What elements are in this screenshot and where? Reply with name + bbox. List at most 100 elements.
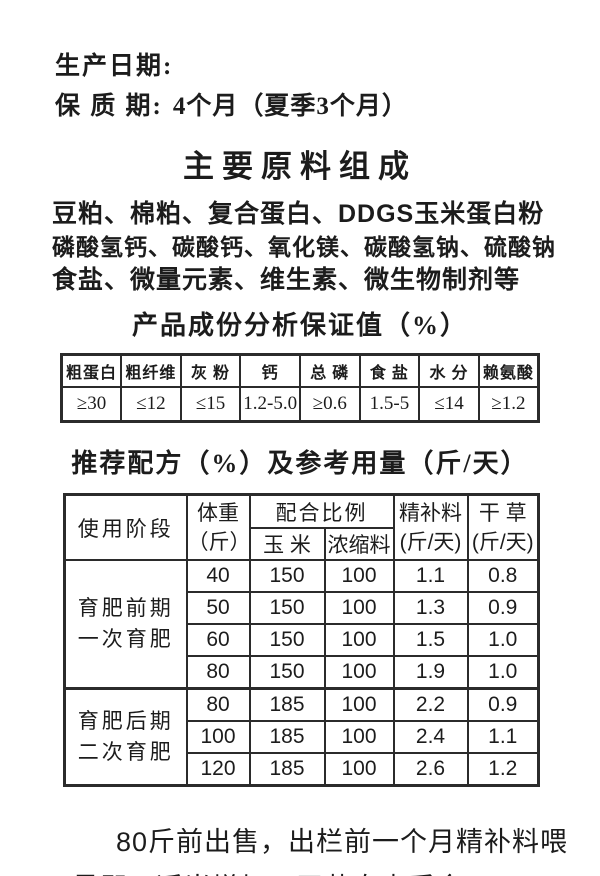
recommendation-header-row-1: 使用阶段 体重 （斤） 配合比例 精补料 (斤/天) 干 草 (斤/天) <box>63 493 540 561</box>
analysis-value-cell: ≤14 <box>418 386 480 423</box>
analysis-header-cell: 赖氨酸 <box>477 353 540 388</box>
corn-cell: 150 <box>248 559 326 593</box>
recommendation-title: 推荐配方（%）及参考用量（斤/天） <box>71 449 529 478</box>
corn-cell: 150 <box>248 655 326 690</box>
table-row: 120 185 100 2.6 1.2 <box>65 752 540 787</box>
weight-cell: 60 <box>185 623 251 657</box>
hay-cell: 0.8 <box>466 559 540 593</box>
stage-group2-line-1: 育肥后期 <box>77 710 174 733</box>
stage-group2-line-2: 二次育肥 <box>77 741 174 764</box>
weight-cell: 50 <box>185 591 251 625</box>
hay-header-cell: 干 草 (斤/天) <box>466 493 540 561</box>
ingredients-line-3: 食盐、微量元素、维生素、微生物制剂等 <box>52 266 521 294</box>
analysis-header-cell: 食 盐 <box>358 353 421 388</box>
weight-cell: 40 <box>185 559 251 593</box>
hay-header-line-1: 干 草 <box>478 501 527 525</box>
footer-note: 80斤前出售，出栏前一个月精补料喂 量即可适当增加，干草自由采食。 <box>72 819 569 876</box>
weight-cell: 80 <box>185 655 251 690</box>
hay-header-line-2: (斤/天) <box>471 530 534 554</box>
table-row: 60 150 100 1.5 1.0 <box>65 623 540 657</box>
supplement-cell: 1.3 <box>392 591 469 625</box>
stage-cell-group1: 育肥前期 一次育肥 <box>63 559 188 690</box>
analysis-header-cell: 粗蛋白 <box>60 353 123 388</box>
analysis-value-cell: ≥30 <box>60 386 123 423</box>
hay-cell: 1.0 <box>466 623 540 657</box>
ingredients-paragraph: 豆粕、棉粕、复合蛋白、DDGS玉米蛋白粉 磷酸氢钙、碳酸钙、氧化镁、碳酸氢钠、硫… <box>52 198 556 297</box>
supplement-header-cell: 精补料 (斤/天) <box>392 493 469 561</box>
analysis-table: 粗蛋白 粗纤维 灰 粉 钙 总 磷 食 盐 水 分 赖氨酸 ≥30 ≤12 ≤1… <box>60 353 540 423</box>
hay-cell: 0.9 <box>466 591 540 625</box>
corn-cell: 150 <box>248 623 326 657</box>
supplement-cell: 2.6 <box>392 752 469 787</box>
supplement-cell: 2.2 <box>392 687 469 722</box>
corn-cell: 185 <box>248 752 326 787</box>
weight-cell: 120 <box>185 752 251 787</box>
table-row: 50 150 100 1.3 0.9 <box>65 591 540 625</box>
concentrate-cell: 100 <box>323 591 395 625</box>
analysis-header-cell: 粗纤维 <box>120 353 182 388</box>
corn-cell: 150 <box>248 591 326 625</box>
stage-group1-line-2: 一次育肥 <box>77 628 174 651</box>
analysis-header-cell: 钙 <box>239 353 301 388</box>
table-row: 100 185 100 2.4 1.1 <box>65 720 540 754</box>
hay-cell: 1.0 <box>466 655 540 690</box>
footer-note-line-2: 量即可适当增加，干草自由采食。 <box>72 865 552 876</box>
corn-cell: 185 <box>248 720 326 754</box>
footer-note-line-1: 80斤前出售，出栏前一个月精补料喂 <box>116 827 569 857</box>
shelf-life-value: 4个月（夏季3个月） <box>172 93 408 120</box>
analysis-value-cell: 1.2-5.0 <box>239 386 301 423</box>
weight-header-line-1: 体重 <box>197 501 239 525</box>
concentrate-cell: 100 <box>323 623 395 657</box>
recommendation-table: 使用阶段 体重 （斤） 配合比例 精补料 (斤/天) 干 草 (斤/天) 玉 米… <box>63 493 540 787</box>
supplement-header-line-1: 精补料 <box>399 501 462 525</box>
table-row: 80 150 100 1.9 1.0 <box>65 655 540 690</box>
analysis-header-cell: 总 磷 <box>299 353 361 388</box>
analysis-value-row: ≥30 ≤12 ≤15 1.2-5.0 ≥0.6 1.5-5 ≤14 ≥1.2 <box>60 386 540 423</box>
production-date-row: 生产日期: <box>55 52 600 82</box>
weight-cell: 100 <box>185 720 251 754</box>
analysis-value-cell: ≤12 <box>120 386 182 423</box>
analysis-value-cell: ≥0.6 <box>299 386 361 423</box>
stage-cell-group2: 育肥后期 二次育肥 <box>63 687 188 787</box>
stage-group1-line-1: 育肥前期 <box>77 597 174 620</box>
shelf-life-row: 保 质 期: 4个月（夏季3个月） <box>55 92 600 122</box>
top-info: 生产日期: 保 质 期: 4个月（夏季3个月） <box>0 0 600 122</box>
analysis-value-cell: ≤15 <box>179 386 242 423</box>
weight-header-line-2: （斤） <box>187 530 251 554</box>
table-row: 育肥前期 一次育肥 40 150 100 1.1 0.8 <box>63 559 540 690</box>
ingredients-line-1: 豆粕、棉粕、复合蛋白、DDGS玉米蛋白粉 <box>52 200 545 228</box>
ingredients-line-2: 磷酸氢钙、碳酸钙、氧化镁、碳酸氢钠、硫酸钠 <box>52 234 556 260</box>
hay-cell: 1.2 <box>466 752 540 787</box>
analysis-header-cell: 水 分 <box>418 353 480 388</box>
hay-cell: 0.9 <box>466 687 540 722</box>
ratio-header-cell: 配合比例 <box>248 493 395 529</box>
supplement-cell: 1.1 <box>392 559 469 593</box>
concentrate-cell: 100 <box>323 559 395 593</box>
concentrate-cell: 100 <box>323 655 395 690</box>
concentrate-cell: 100 <box>323 752 395 787</box>
analysis-header-row: 粗蛋白 粗纤维 灰 粉 钙 总 磷 食 盐 水 分 赖氨酸 <box>60 353 540 388</box>
table-row: 育肥后期 二次育肥 80 185 100 2.2 0.9 <box>63 687 540 787</box>
ingredients-title: 主要原料组成 <box>183 149 417 184</box>
concentrate-cell: 100 <box>323 687 395 722</box>
corn-header-cell: 玉 米 <box>248 527 326 561</box>
corn-cell: 185 <box>248 687 326 722</box>
recommendation-header-row-2: 玉 米 浓缩料 <box>65 527 539 561</box>
supplement-header-line-2: (斤/天) <box>399 530 462 554</box>
weight-cell: 80 <box>185 687 251 722</box>
weight-header-cell: 体重 （斤） <box>185 493 251 561</box>
supplement-cell: 1.5 <box>392 623 469 657</box>
production-date-label: 生产日期: <box>55 53 174 80</box>
concentrate-header-cell: 浓缩料 <box>323 527 395 561</box>
supplement-cell: 2.4 <box>392 720 469 754</box>
hay-cell: 1.1 <box>466 720 540 754</box>
analysis-value-cell: ≥1.2 <box>477 386 540 423</box>
analysis-title: 产品成份分析保证值（%） <box>131 311 468 340</box>
analysis-value-cell: 1.5-5 <box>358 386 421 423</box>
analysis-header-cell: 灰 粉 <box>179 353 242 388</box>
shelf-life-label: 保 质 期: <box>55 93 163 120</box>
supplement-cell: 1.9 <box>392 655 469 690</box>
concentrate-cell: 100 <box>323 720 395 754</box>
stage-header-cell: 使用阶段 <box>63 493 188 561</box>
